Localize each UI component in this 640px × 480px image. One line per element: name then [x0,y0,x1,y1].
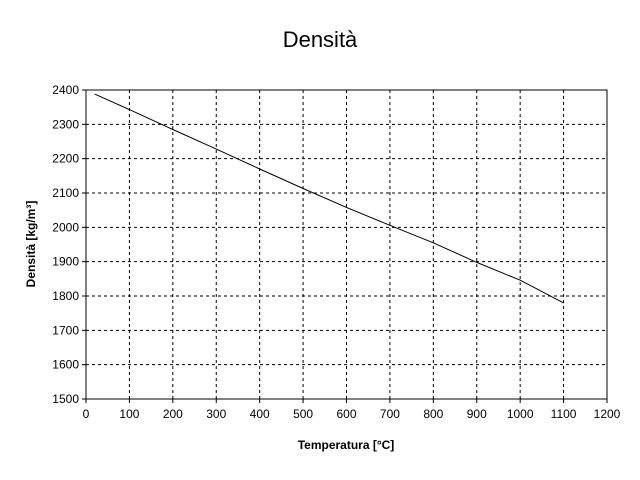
y-tick-label: 1900 [52,255,79,269]
y-tick-label: 2000 [52,220,79,234]
y-tick-label: 2100 [52,186,79,200]
x-tick-label: 0 [83,407,90,421]
y-tick-label: 1500 [52,392,79,406]
x-tick-label: 100 [119,407,139,421]
x-tick-label: 900 [467,407,487,421]
series-layer [94,93,564,304]
y-tick-label: 2300 [52,117,79,131]
chart-title: Densità [283,27,358,52]
x-tick-label: 1200 [594,407,621,421]
x-tick-label: 1000 [507,407,534,421]
y-tick-label: 1700 [52,323,79,337]
x-tick-label: 1100 [551,407,577,421]
x-tick-label: 800 [423,407,443,421]
y-tick-label: 1800 [52,289,79,303]
plot-area [85,89,608,400]
y-axis-title: Densità [kg/m³] [24,201,38,288]
x-axis-ticks: 0 100 200 300 400 500 600 700 800 900 1000 1100 1200 [83,399,621,421]
series-line [94,93,564,304]
x-tick-label: 300 [206,407,226,421]
x-axis-title: Temperatura [°C] [298,438,395,452]
x-tick-label: 700 [380,407,400,421]
y-tick-label: 2200 [52,152,79,166]
gridlines [86,90,607,399]
x-tick-label: 500 [293,407,313,421]
x-tick-label: 400 [250,407,270,421]
y-tick-label: 2400 [52,83,79,97]
x-tick-label: 600 [336,407,356,421]
y-tick-label: 1600 [52,358,79,372]
x-tick-label: 200 [163,407,183,421]
y-axis-ticks: 1500 1600 1700 1800 1900 2000 2100 2200 2300 2400 [52,83,86,406]
